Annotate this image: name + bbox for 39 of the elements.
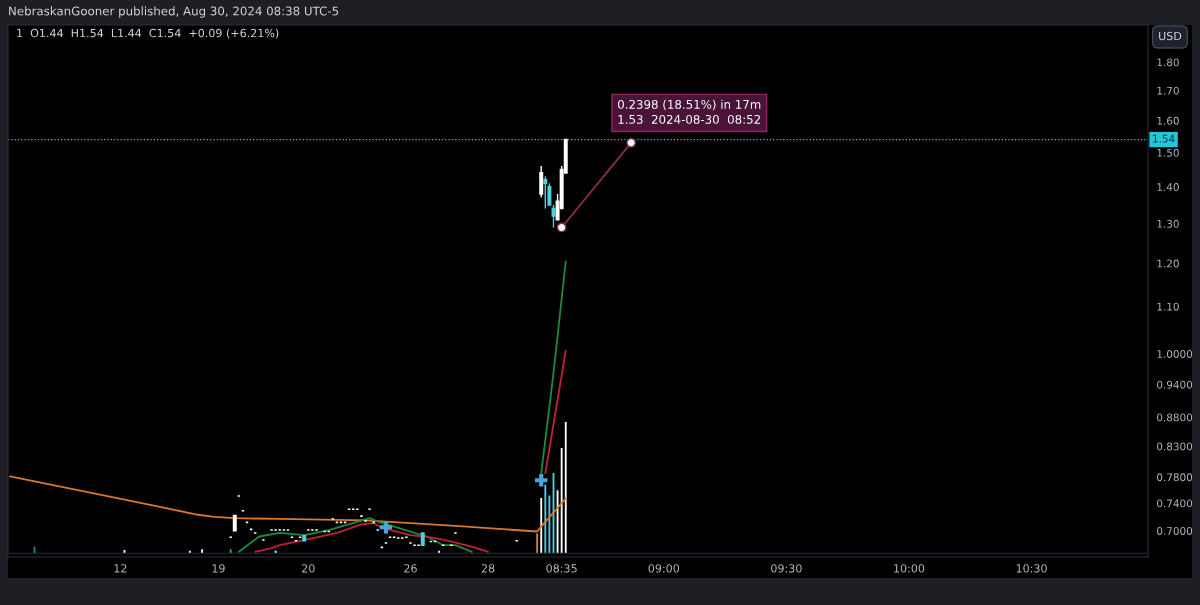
point <box>379 521 393 534</box>
line-series <box>237 517 473 553</box>
y-tick-label: 0.9400 <box>1157 380 1193 389</box>
x-tick-label: 10:30 <box>1016 564 1047 573</box>
x-tick-label: 09:30 <box>771 564 802 573</box>
point <box>556 222 567 233</box>
point <box>535 474 548 487</box>
y-tick-label: 1.40 <box>1157 183 1179 191</box>
text: NebraskanGooner published, Aug 30, 2024 08:38 UTC-5 <box>9 6 339 18</box>
chart-title: 1 O1.44 H1.54 L1.44 C1.54 +0.09 (+6.21%) <box>17 28 279 39</box>
y-tick-label: 1.20 <box>1157 259 1179 268</box>
y-tick-label: 0.7400 <box>1157 499 1193 508</box>
annotation: 0.2398 (18.51%) in 17m 1.53 2024-08-30 08:52 <box>618 99 761 124</box>
y-tick-label: 0.7800 <box>1157 473 1193 482</box>
y-tick-label: 1.50 <box>1157 148 1179 157</box>
y-tick-label: 1.30 <box>1157 219 1179 228</box>
x-tick-label: 09:00 <box>648 564 680 573</box>
x-tick-label: 26 <box>404 564 417 573</box>
x-tick-label: 20 <box>302 564 315 573</box>
ref-line-label: 1.54 <box>1153 134 1175 143</box>
x-tick-label: 12 <box>114 564 127 573</box>
y-tick-label: 1.60 <box>1157 116 1179 125</box>
candlestick <box>551 204 556 229</box>
y-tick-label: 1.0000 <box>1157 350 1193 358</box>
point <box>626 137 636 148</box>
x-tick-label: 19 <box>212 564 225 573</box>
y-tick-label: 0.8300 <box>1157 442 1193 451</box>
y-tick-label: 1.80 <box>1157 58 1179 67</box>
line-series <box>254 522 490 553</box>
candlestick <box>539 165 544 199</box>
x-tick-label: 08:35 <box>546 564 577 573</box>
y-tick-label: 0.8800 <box>1157 413 1193 422</box>
y-tick-label: 1.10 <box>1157 302 1179 311</box>
y-tick-label: 0.7000 <box>1157 527 1193 535</box>
candlestick <box>543 175 548 210</box>
x-tick-label: 28 <box>481 564 495 573</box>
text: USD <box>1159 31 1182 41</box>
y-tick-label: 1.70 <box>1157 86 1179 95</box>
x-tick-label: 10:00 <box>894 564 925 573</box>
